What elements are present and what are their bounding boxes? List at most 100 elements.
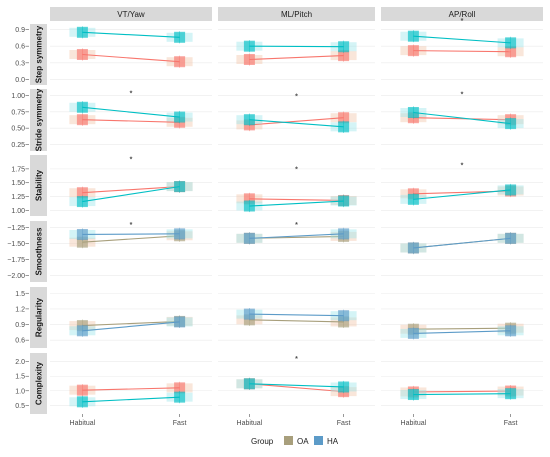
point-oa-fast — [505, 46, 517, 58]
point-oa-habitual — [76, 114, 88, 126]
point-oa-fast — [338, 316, 350, 328]
series-line-oa — [82, 320, 180, 327]
y-tick-label-step-symmetry: 0.0 — [15, 77, 25, 84]
column-title-vt-yaw: VT/Yaw — [117, 10, 145, 19]
row-smoothness: Smoothness −2.00 −1.75 −1.50 −1.25 * * — [7, 221, 543, 282]
y-tick-label-step-symmetry: 0.6 — [15, 44, 25, 51]
row-strip-stride-symmetry — [30, 89, 47, 151]
series-line-ha — [249, 200, 344, 207]
point-ha-fast — [174, 111, 186, 123]
series-line-oa — [413, 327, 511, 330]
y-tick-label-stride-symmetry: 0.25 — [11, 142, 25, 149]
point-ha-habitual — [243, 40, 255, 52]
series-line-oa — [82, 186, 180, 194]
x-tick-label-fast: Fast — [173, 420, 187, 427]
significance-marker: * — [130, 222, 133, 229]
panel-complexity-vt-yaw — [50, 353, 212, 414]
point-ha-fast — [338, 381, 350, 393]
y-tick-label-regularity: 1.5 — [15, 291, 25, 298]
series-line-oa — [413, 390, 511, 393]
legend-key-oa — [284, 436, 293, 445]
panel-complexity-ap-roll — [381, 353, 543, 414]
row-strip-step-symmetry — [30, 24, 47, 85]
series-line-oa — [249, 55, 344, 61]
panel-stride-symmetry-ap-roll: * — [381, 89, 543, 151]
point-ha-habitual — [76, 396, 88, 408]
point-ha-habitual — [407, 242, 419, 254]
panel-stability-ap-roll: * — [381, 155, 543, 216]
series-line-ha — [82, 31, 180, 38]
point-ha-habitual — [76, 196, 88, 208]
point-ha-habitual — [76, 26, 88, 38]
panel-stride-symmetry-vt-yaw: * — [50, 89, 212, 151]
series-line-ha — [82, 321, 180, 332]
series-line-oa — [82, 53, 180, 63]
point-ha-fast — [174, 181, 186, 193]
y-tick-label-step-symmetry: 0.9 — [15, 27, 25, 34]
legend-key-ha — [314, 436, 323, 445]
point-ha-habitual — [407, 389, 419, 401]
panel-step-symmetry-ap-roll: * — [381, 18, 543, 85]
column-strips: VT/Yaw ML/Pitch AP/Roll — [50, 7, 543, 21]
series-line-oa — [249, 198, 344, 202]
x-tick-label-habitual: Habitual — [237, 420, 263, 427]
row-step-symmetry: Step symmetry 0.0 0.3 0.6 0.9 * — [15, 18, 543, 85]
y-tick-label-complexity: 1.5 — [15, 374, 25, 381]
point-ha-habitual — [76, 228, 88, 240]
row-stride-symmetry: Stride symmetry 0.25 0.50 0.75 1.00 * * * — [11, 88, 543, 151]
row-stability: Stability 1.00 1.25 1.50 1.75 * * * — [11, 155, 543, 216]
point-ha-habitual — [76, 325, 88, 337]
point-ha-fast — [338, 121, 350, 133]
x-tick-label-habitual: Habitual — [70, 420, 96, 427]
point-oa-fast — [174, 382, 186, 394]
point-oa-habitual — [76, 384, 88, 396]
row-strip-stability — [30, 155, 47, 216]
column-strip-ap-roll — [381, 7, 543, 21]
x-tick-label-habitual: Habitual — [401, 420, 427, 427]
series-line-oa — [249, 117, 344, 126]
point-ha-habitual — [76, 101, 88, 113]
point-ha-habitual — [407, 106, 419, 118]
series-line-oa — [249, 319, 344, 323]
series-line-oa — [82, 119, 180, 123]
point-oa-fast — [338, 50, 350, 62]
y-tick-label-smoothness: −1.25 — [7, 225, 25, 232]
point-oa-fast — [174, 56, 186, 68]
series-line-ha — [249, 45, 344, 48]
point-ha-fast — [338, 41, 350, 53]
y-tick-label-stability: 1.50 — [11, 180, 25, 187]
series-line-ha — [249, 119, 344, 128]
series-line-oa — [82, 235, 180, 243]
point-ha-habitual — [243, 114, 255, 126]
legend-title: Group — [251, 437, 274, 446]
point-ha-fast — [505, 325, 517, 337]
significance-marker: * — [461, 18, 464, 25]
y-tick-label-smoothness: −1.75 — [7, 257, 25, 264]
significance-marker: * — [130, 156, 133, 163]
series-line-ha — [413, 330, 511, 334]
y-tick-label-smoothness: −1.50 — [7, 241, 25, 248]
significance-marker: * — [295, 222, 298, 229]
point-ha-habitual — [407, 30, 419, 42]
y-tick-label-stability: 1.00 — [11, 208, 25, 215]
row-label-step-symmetry: Step symmetry — [35, 25, 44, 83]
panel-step-symmetry-vt-yaw — [50, 24, 212, 85]
panel-smoothness-ml-pitch: * — [218, 221, 375, 282]
panel-background — [381, 287, 543, 348]
series-line-ha — [413, 35, 511, 44]
y-tick-label-stability: 1.25 — [11, 194, 25, 201]
panel-regularity-ap-roll — [381, 287, 543, 348]
panel-stability-ml-pitch: * — [218, 155, 375, 216]
point-oa-habitual — [76, 49, 88, 60]
series-line-ha — [249, 233, 344, 239]
point-ha-habitual — [243, 200, 255, 212]
series-line-ha — [413, 393, 511, 396]
panel-complexity-ml-pitch: * — [218, 353, 375, 414]
series-line-ha — [249, 313, 344, 317]
y-tick-label-complexity: 0.5 — [15, 403, 25, 410]
panel-smoothness-ap-roll — [381, 221, 543, 282]
row-complexity: Complexity 0.5 1.0 1.5 2.0 * — [15, 353, 543, 414]
point-ha-fast — [174, 228, 186, 240]
